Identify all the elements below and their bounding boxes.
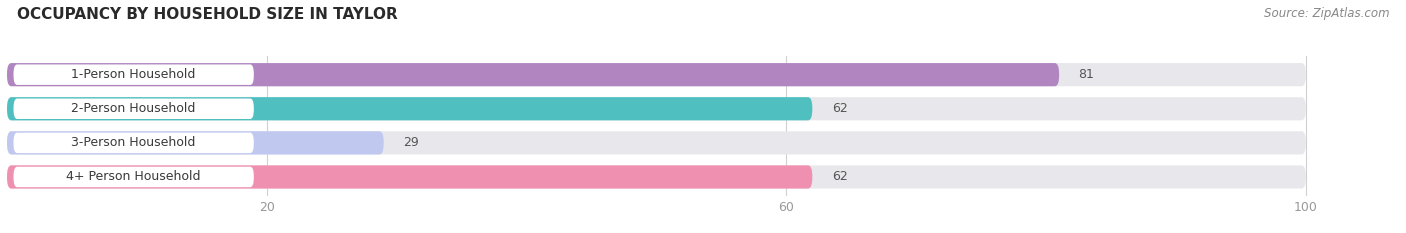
Text: OCCUPANCY BY HOUSEHOLD SIZE IN TAYLOR: OCCUPANCY BY HOUSEHOLD SIZE IN TAYLOR bbox=[17, 7, 398, 22]
Text: 62: 62 bbox=[832, 171, 848, 183]
Text: 1-Person Household: 1-Person Household bbox=[72, 68, 195, 81]
FancyBboxPatch shape bbox=[7, 63, 1059, 86]
Text: 81: 81 bbox=[1078, 68, 1094, 81]
FancyBboxPatch shape bbox=[7, 63, 1306, 86]
Text: 3-Person Household: 3-Person Household bbox=[72, 136, 195, 149]
Text: 29: 29 bbox=[404, 136, 419, 149]
FancyBboxPatch shape bbox=[14, 99, 254, 119]
FancyBboxPatch shape bbox=[7, 131, 384, 154]
FancyBboxPatch shape bbox=[14, 65, 254, 85]
Text: Source: ZipAtlas.com: Source: ZipAtlas.com bbox=[1264, 7, 1389, 20]
FancyBboxPatch shape bbox=[7, 165, 813, 188]
FancyBboxPatch shape bbox=[14, 167, 254, 187]
Text: 2-Person Household: 2-Person Household bbox=[72, 102, 195, 115]
FancyBboxPatch shape bbox=[14, 133, 254, 153]
FancyBboxPatch shape bbox=[7, 131, 1306, 154]
FancyBboxPatch shape bbox=[7, 97, 813, 120]
Text: 4+ Person Household: 4+ Person Household bbox=[66, 171, 201, 183]
Text: 62: 62 bbox=[832, 102, 848, 115]
FancyBboxPatch shape bbox=[7, 165, 1306, 188]
FancyBboxPatch shape bbox=[7, 97, 1306, 120]
